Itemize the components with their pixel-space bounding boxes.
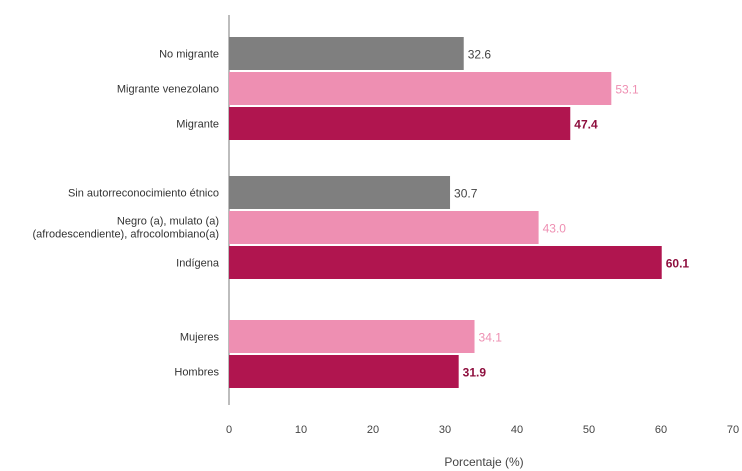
x-axis-title: Porcentaje (%) [444,455,523,469]
x-tick-30: 30 [439,424,451,436]
category-label-g2-b0: Mujeres [180,332,220,344]
value-label-g1-b2: 60.1 [666,257,690,271]
bars-layer [229,37,662,388]
bar-g2-b0 [229,320,475,353]
bar-g2-b1 [229,355,459,388]
x-tick-70: 70 [727,424,739,436]
bar-g1-b1 [229,211,539,244]
x-ticks-layer: 0 10 20 30 40 50 60 70 [226,424,739,436]
category-label-g1-b0: Sin autorreconocimiento étnico [68,188,219,200]
category-label-g1-b1-line-1: (afrodescendiente), afrocolombiano(a) [33,229,220,241]
value-labels-layer: 32.6 53.1 47.4 30.7 43.0 60.1 34.1 31.9 [454,48,689,380]
category-labels-layer: No migrante Migrante venezolano Migrante Si… [33,49,220,379]
category-label-g1-b2: Indígena [176,258,220,270]
value-label-g1-b1: 43.0 [543,222,567,236]
bar-g0-b0 [229,37,464,70]
category-label-g0-b2: Migrante [176,119,219,131]
x-tick-10: 10 [295,424,307,436]
value-label-g2-b1: 31.9 [463,366,487,380]
bar-g0-b2 [229,107,571,140]
value-label-g0-b1: 53.1 [615,83,639,97]
value-label-g2-b0: 34.1 [479,331,503,345]
x-tick-40: 40 [511,424,523,436]
category-label-g2-b1: Hombres [174,367,219,379]
x-tick-20: 20 [367,424,379,436]
bar-g1-b0 [229,176,451,209]
value-label-g0-b2: 47.4 [574,118,598,132]
value-label-g0-b0: 32.6 [468,48,492,62]
bar-g1-b2 [229,246,662,279]
x-tick-50: 50 [583,424,595,436]
x-tick-60: 60 [655,424,667,436]
value-label-g1-b0: 30.7 [454,187,478,201]
x-tick-0: 0 [226,424,232,436]
bar-g0-b1 [229,72,612,105]
category-label-g1-b1: Negro (a), mulato (a) (afrodescendiente),… [33,216,220,241]
category-label-g0-b0: No migrante [159,49,219,61]
category-label-g1-b1-line-0: Negro (a), mulato (a) [117,216,219,228]
category-label-g0-b1: Migrante venezolano [117,84,219,96]
